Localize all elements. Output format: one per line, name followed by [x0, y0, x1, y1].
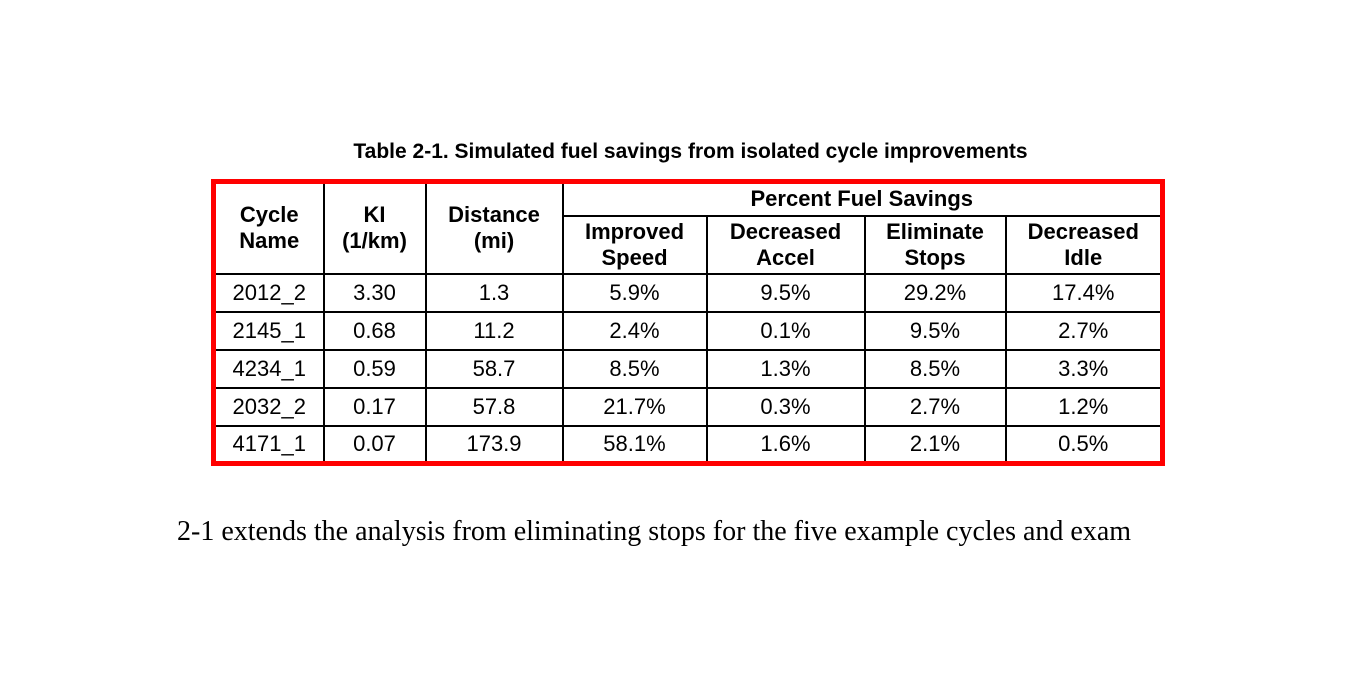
- column-group-header-percent-fuel-savings: Percent Fuel Savings: [561, 180, 1164, 217]
- cell-decreased-idle: 3.3%: [1004, 348, 1164, 389]
- table-title: Table 2-1. Simulated fuel savings from i…: [353, 140, 1028, 163]
- table-row: 4234_1 0.59 58.7 8.5% 1.3% 8.5% 3.3%: [212, 348, 1164, 389]
- cell-cycle-name: 4234_1: [212, 348, 325, 389]
- column-header-eliminate-stops: Eliminate Stops: [863, 214, 1007, 275]
- cell-eliminate-stops: 9.5%: [863, 310, 1007, 351]
- cell-decreased-accel: 1.3%: [705, 348, 866, 389]
- cell-eliminate-stops: 2.1%: [863, 424, 1007, 465]
- cell-ki: 0.68: [322, 310, 427, 351]
- cell-decreased-idle: 1.2%: [1004, 386, 1164, 427]
- cell-decreased-accel: 1.6%: [705, 424, 866, 465]
- table-row: 2145_1 0.68 11.2 2.4% 0.1% 9.5% 2.7%: [212, 310, 1164, 351]
- table-row: 2032_2 0.17 57.8 21.7% 0.3% 2.7% 1.2%: [212, 386, 1164, 427]
- cell-eliminate-stops: 29.2%: [863, 272, 1007, 313]
- cell-improved-speed: 8.5%: [561, 348, 708, 389]
- cell-cycle-name: 4171_1: [212, 424, 325, 465]
- cell-ki: 0.17: [322, 386, 427, 427]
- cell-improved-speed: 2.4%: [561, 310, 708, 351]
- cell-eliminate-stops: 2.7%: [863, 386, 1007, 427]
- cell-cycle-name: 2145_1: [212, 310, 325, 351]
- cell-decreased-idle: 2.7%: [1004, 310, 1164, 351]
- cell-decreased-idle: 17.4%: [1004, 272, 1164, 313]
- cell-distance: 173.9: [424, 424, 564, 465]
- sub-header-row: Improved Speed Decreased Accel Eliminate…: [214, 214, 1164, 275]
- cell-ki: 3.30: [322, 272, 427, 313]
- column-header-improved-speed: Improved Speed: [561, 214, 708, 275]
- cell-distance: 57.8: [424, 386, 564, 427]
- cell-eliminate-stops: 8.5%: [863, 348, 1007, 389]
- cell-cycle-name: 2032_2: [212, 386, 325, 427]
- cell-cycle-name: 2012_2: [212, 272, 325, 313]
- cell-improved-speed: 21.7%: [561, 386, 708, 427]
- table-row: 4171_1 0.07 173.9 58.1% 1.6% 2.1% 0.5%: [212, 424, 1164, 465]
- column-header-ki: KI (1/km): [322, 180, 427, 275]
- column-header-decreased-accel: Decreased Accel: [705, 214, 866, 275]
- fuel-savings-table: Cycle Name KI (1/km) Distance (mi) Perce…: [211, 179, 1165, 466]
- column-header-cycle-name: Cycle Name: [212, 180, 325, 275]
- body-paragraph-text: 2-1 extends the analysis from eliminatin…: [177, 516, 1132, 547]
- cell-decreased-accel: 0.1%: [705, 310, 866, 351]
- cell-distance: 11.2: [424, 310, 564, 351]
- cell-improved-speed: 58.1%: [561, 424, 708, 465]
- table-row: 2012_2 3.30 1.3 5.9% 9.5% 29.2% 17.4%: [212, 272, 1164, 313]
- cell-distance: 1.3: [424, 272, 564, 313]
- cell-ki: 0.59: [322, 348, 427, 389]
- table-header: Cycle Name KI (1/km) Distance (mi) Perce…: [212, 180, 1164, 275]
- cell-improved-speed: 5.9%: [561, 272, 708, 313]
- column-header-decreased-idle: Decreased Idle: [1004, 214, 1164, 275]
- table-body: 2012_2 3.30 1.3 5.9% 9.5% 29.2% 17.4% 21…: [212, 272, 1164, 465]
- cell-decreased-accel: 9.5%: [705, 272, 866, 313]
- cell-ki: 0.07: [322, 424, 427, 465]
- group-header-row: Cycle Name KI (1/km) Distance (mi) Perce…: [212, 180, 1164, 275]
- cell-decreased-idle: 0.5%: [1004, 424, 1164, 465]
- column-header-distance: Distance (mi): [424, 180, 564, 275]
- cell-distance: 58.7: [424, 348, 564, 389]
- cell-decreased-accel: 0.3%: [705, 386, 866, 427]
